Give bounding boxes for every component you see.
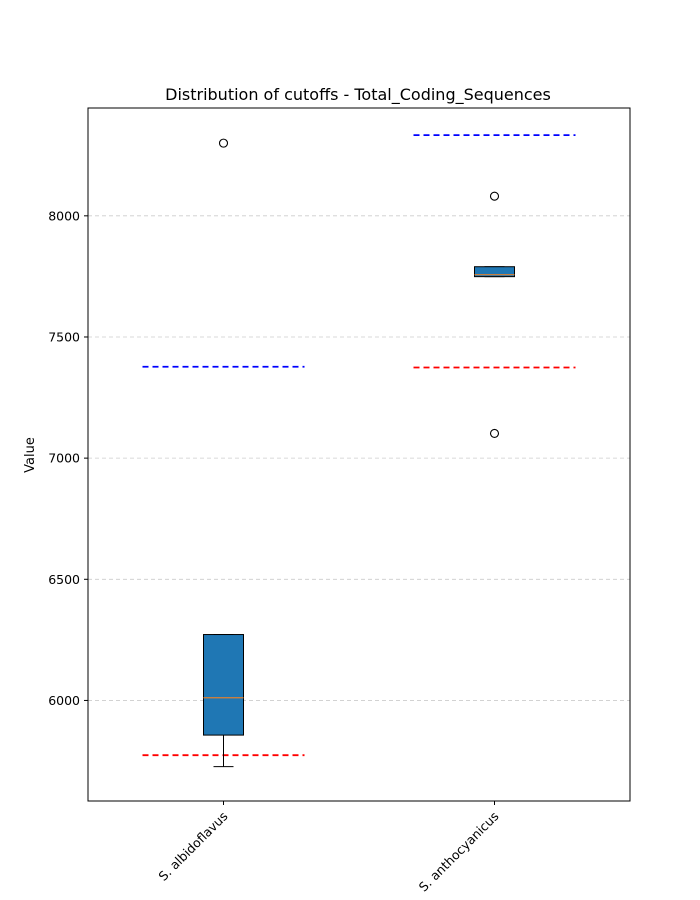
- y-tick-label: 7500: [48, 329, 80, 344]
- x-axis-ticks: S. albidoflavus S. anthocyanicus: [155, 801, 502, 895]
- y-axis-ticks: 6000 6500 7000 7500 8000: [48, 208, 88, 708]
- plot-frame: [87, 107, 631, 802]
- y-tick-label: 6000: [48, 693, 80, 708]
- chart-title: Distribution of cutoffs - Total_Coding_S…: [165, 85, 551, 105]
- box: [203, 634, 244, 736]
- y-tick-label: 6500: [48, 572, 80, 587]
- box: [474, 266, 515, 278]
- boxes: [203, 138, 515, 768]
- outlier-point: [489, 191, 500, 201]
- y-tick-label: 7000: [48, 451, 80, 466]
- y-tick-label: 8000: [48, 208, 80, 223]
- outlier-point: [489, 428, 500, 438]
- x-tick-label: S. anthocyanicus: [416, 809, 502, 895]
- y-axis-label: Value: [23, 437, 38, 473]
- grid-lines: [88, 215, 630, 701]
- outlier-point: [218, 138, 229, 148]
- x-tick-label: S. albidoflavus: [155, 809, 230, 884]
